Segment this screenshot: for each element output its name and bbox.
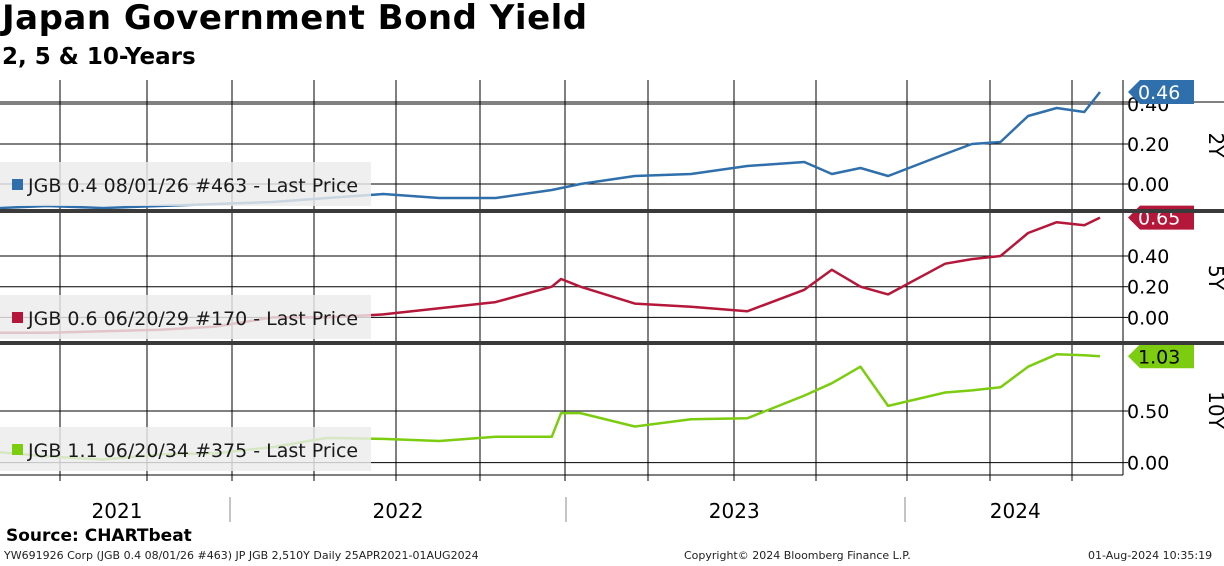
y-tick-label: 0.20 — [1127, 134, 1169, 156]
chart-subtitle: 2, 5 & 10-Years — [2, 44, 196, 70]
chart-title: Japan Government Bond Yield — [2, 0, 588, 38]
last-value-label: 0.46 — [1138, 82, 1180, 104]
last-value-tag-2Y — [1128, 80, 1194, 104]
x-tick-label: 2024 — [990, 499, 1041, 523]
x-tick-label: 2021 — [92, 499, 143, 523]
panel-label: 2Y — [1204, 133, 1224, 159]
y-tick-label: 0.50 — [1127, 401, 1169, 423]
y-tick-label: 0.00 — [1127, 174, 1169, 196]
footer-copyright: Copyright© 2024 Bloomberg Finance L.P. — [684, 549, 911, 562]
legend-box-2Y — [0, 162, 371, 206]
last-value-label: 1.03 — [1138, 346, 1180, 368]
panel-label: 5Y — [1204, 265, 1224, 291]
y-tick-label: 0.40 — [1127, 246, 1169, 268]
x-tick-label: 2022 — [373, 499, 424, 523]
y-tick-label: 0.20 — [1127, 277, 1169, 299]
legend-label: JGB 0.4 08/01/26 #463 - Last Price — [27, 175, 358, 197]
legend-swatch-5Y — [12, 312, 23, 323]
legend-box-10Y — [0, 427, 371, 471]
y-tick-label: 0.00 — [1127, 453, 1169, 475]
legend-label: JGB 0.6 06/20/29 #170 - Last Price — [27, 308, 358, 330]
footer-security-info: YW691926 Corp (JGB 0.4 08/01/26 #463) JP… — [4, 549, 479, 562]
legend-box-5Y — [0, 295, 371, 339]
legend-label: JGB 1.1 06/20/34 #375 - Last Price — [27, 440, 358, 462]
panel-divider-2 — [0, 341, 1224, 345]
source-note: Source: CHARTbeat — [6, 526, 192, 546]
panel-divider-1 — [0, 209, 1224, 213]
last-value-tag-10Y — [1128, 344, 1194, 369]
x-tick-label: 2023 — [709, 499, 760, 523]
footer-timestamp: 01-Aug-2024 10:35:19 — [1088, 549, 1213, 562]
legend-swatch-2Y — [12, 179, 23, 190]
panel-label: 10Y — [1204, 391, 1224, 429]
legend-swatch-10Y — [12, 444, 23, 455]
y-tick-label: 0.00 — [1127, 307, 1169, 329]
last-value-label: 0.65 — [1138, 208, 1180, 230]
